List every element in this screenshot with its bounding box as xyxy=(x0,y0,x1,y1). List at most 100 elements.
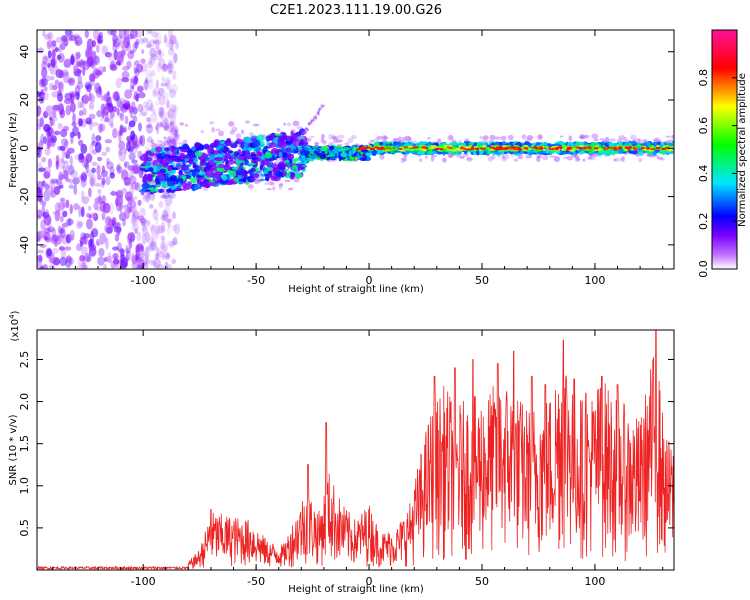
heatmap-cell xyxy=(158,140,165,143)
heatmap-cell xyxy=(129,175,137,185)
heatmap-cell xyxy=(63,169,69,180)
heatmap-cell xyxy=(51,234,60,242)
heatmap-cell xyxy=(263,146,269,150)
heatmap-cell xyxy=(139,218,147,224)
heatmap-cell xyxy=(143,79,149,91)
heatmap-cell xyxy=(49,82,54,91)
heatmap-cell xyxy=(164,79,172,86)
heatmap-cell xyxy=(46,39,54,48)
heatmap-cell xyxy=(103,257,109,262)
heatmap-cell xyxy=(133,163,141,175)
heatmap-cell xyxy=(129,81,135,93)
heatmap-cell xyxy=(586,156,592,161)
heatmap-cell xyxy=(172,70,177,81)
heatmap-cell xyxy=(45,208,49,216)
heatmap-cell xyxy=(504,147,509,150)
heatmap-cell xyxy=(164,194,173,206)
heatmap-cell xyxy=(62,71,70,84)
heatmap-cell xyxy=(146,124,153,129)
heatmap-cell xyxy=(159,244,167,255)
heatmap-cell xyxy=(73,183,78,196)
heatmap-cell xyxy=(623,137,628,142)
heatmap-cell xyxy=(59,197,66,203)
heatmap-cell xyxy=(154,101,161,106)
heatmap-cell xyxy=(37,255,43,263)
snr-y-label: SNR (10 * v/v) xyxy=(8,414,19,485)
heatmap-cell xyxy=(43,189,51,202)
heatmap-cell xyxy=(120,248,125,259)
heatmap-cell xyxy=(110,30,117,36)
heatmap-cell xyxy=(72,112,76,125)
heatmap-cell xyxy=(155,146,163,153)
heatmap-cell xyxy=(292,134,299,142)
heatmap-cell xyxy=(480,147,484,150)
heatmap-cell xyxy=(561,145,568,148)
heatmap-cell xyxy=(142,175,149,183)
heatmap-cell xyxy=(136,264,144,269)
heatmap-cell xyxy=(55,209,61,218)
heatmap-cell xyxy=(52,110,57,119)
heatmap-cell xyxy=(141,222,147,232)
heatmap-cell xyxy=(550,145,554,149)
heatmap-cell xyxy=(157,87,165,96)
heatmap-cell xyxy=(548,148,553,151)
heatmap-cell xyxy=(61,158,65,164)
heatmap-cell xyxy=(45,105,54,117)
heatmap-cell xyxy=(138,135,143,145)
heatmap-cell xyxy=(332,137,339,144)
heatmap-cell xyxy=(65,150,71,156)
heatmap-cell xyxy=(153,208,158,214)
heatmap-cell xyxy=(285,172,291,179)
heatmap-cell xyxy=(203,143,210,150)
heatmap-cell xyxy=(48,116,53,121)
heatmap-cell xyxy=(126,233,133,244)
heatmap-cell xyxy=(132,77,138,86)
heatmap-cell xyxy=(129,49,135,54)
heatmap-cell xyxy=(128,120,136,128)
heatmap-cell xyxy=(197,166,203,171)
heatmap-cell xyxy=(149,152,155,157)
heatmap-cell xyxy=(88,92,95,104)
heatmap-cell xyxy=(76,61,82,67)
heatmap-cell xyxy=(144,252,149,265)
heatmap-cell xyxy=(154,252,160,260)
heatmap-cell xyxy=(47,226,56,233)
heatmap-cell xyxy=(150,259,154,266)
heatmap-cell xyxy=(166,63,173,70)
snr-ytick-label: 1.5 xyxy=(18,435,31,453)
heatmap-cell xyxy=(336,140,343,143)
heatmap-cell xyxy=(56,103,64,111)
heatmap-cell xyxy=(218,130,225,137)
heatmap-cell xyxy=(79,240,84,248)
heatmap-cell xyxy=(327,154,336,157)
heatmap-cell xyxy=(167,240,175,247)
heatmap-cell xyxy=(104,216,112,226)
heatmap-cell xyxy=(175,162,182,168)
heatmap-cell xyxy=(137,103,144,113)
heatmap-cell xyxy=(82,60,90,71)
heatmap-cell xyxy=(167,69,173,75)
heatmap-cell xyxy=(95,86,103,98)
heatmap-cell xyxy=(422,148,426,151)
heatmap-cell xyxy=(43,182,49,189)
heatmap-cell xyxy=(542,155,549,161)
heatmap-cell xyxy=(278,151,283,159)
heatmap-cell xyxy=(598,145,601,149)
heatmap-cell xyxy=(137,199,142,206)
heatmap-cell xyxy=(266,188,272,191)
heatmap-cell xyxy=(168,122,176,135)
heatmap-cell xyxy=(112,246,119,251)
heatmap-cell xyxy=(128,152,136,161)
heatmap-cell xyxy=(336,138,344,143)
heatmap-cell xyxy=(95,196,103,205)
heatmap-cell xyxy=(162,63,168,71)
heatmap-cell xyxy=(153,257,161,269)
heatmap-cell xyxy=(145,258,151,265)
heatmap-cell xyxy=(402,157,408,162)
heatmap-cell xyxy=(294,169,299,176)
heatmap-cell xyxy=(671,135,674,139)
heatmap-cell xyxy=(408,148,415,151)
heatmap-cell xyxy=(39,79,45,85)
heatmap-cell xyxy=(62,210,68,218)
heatmap-cell xyxy=(145,79,152,84)
